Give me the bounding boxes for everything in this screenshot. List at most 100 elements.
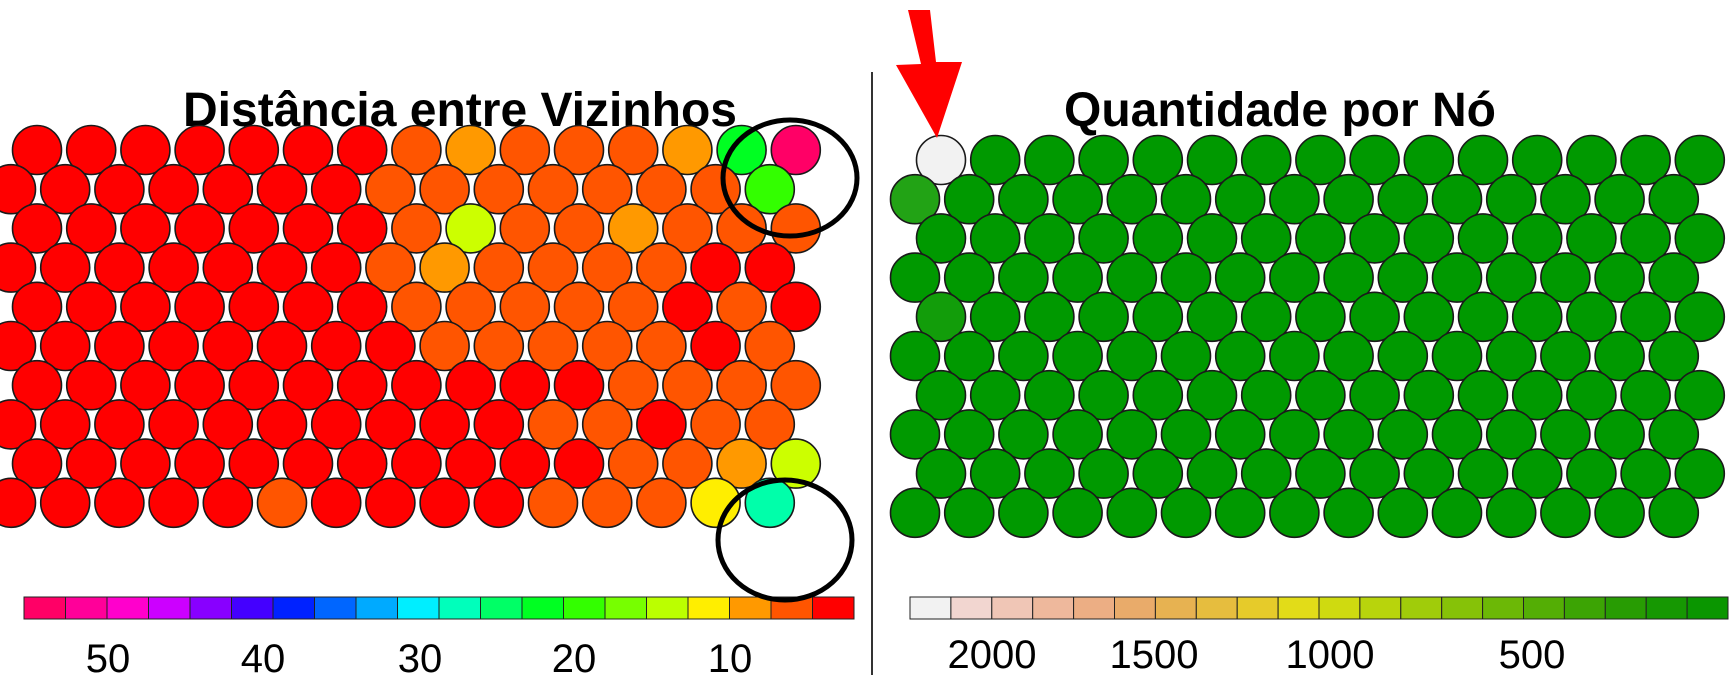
hex-node: [1186, 134, 1238, 186]
colorbar-swatch: [314, 596, 357, 620]
hex-node: [1403, 291, 1455, 343]
hex-node: [65, 124, 117, 176]
hex-node: [1566, 213, 1617, 264]
hex-node: [943, 330, 995, 382]
hex-node: [1160, 409, 1212, 460]
hex-node: [174, 438, 225, 489]
colorbar-tick-label: 40: [241, 637, 286, 675]
hex-node: [1431, 252, 1483, 303]
hex-node: [915, 448, 967, 499]
hex-node: [969, 213, 1021, 264]
hex-node: [120, 438, 171, 489]
hex-node: [770, 124, 822, 176]
colorbar-swatch: [1318, 596, 1361, 620]
colorbar-swatch: [438, 596, 481, 620]
colorbar-tick-label: 50: [86, 637, 131, 675]
hex-node: [445, 281, 496, 333]
hex-node: [11, 203, 63, 254]
hex-node: [1485, 330, 1537, 382]
hex-node: [889, 330, 941, 382]
colorbar-swatch: [1359, 596, 1402, 620]
hex-node: [1160, 173, 1212, 225]
hex-node: [148, 399, 199, 450]
hex-node: [11, 281, 63, 333]
hex-node: [202, 242, 254, 293]
hex-node: [1349, 213, 1400, 264]
colorbar-tick-label: 20: [552, 637, 597, 675]
hex-node: [1620, 134, 1671, 186]
hex-node: [1240, 448, 1292, 499]
colorbar-swatch: [1400, 596, 1443, 620]
hex-node: [473, 163, 525, 215]
hex-node: [1457, 369, 1509, 421]
hex-node: [1648, 173, 1700, 225]
hex-node: [202, 163, 254, 215]
hex-node: [969, 134, 1021, 186]
neighbor-distance-colorbar-ticks: 50 40 30 20 10: [86, 637, 753, 675]
hex-node: [1620, 369, 1671, 421]
hex-node: [1349, 134, 1400, 186]
hex-node: [1594, 173, 1645, 225]
hex-node: [1323, 487, 1374, 539]
hex-node: [228, 124, 280, 176]
hex-node: [1377, 487, 1429, 539]
hex-node: [636, 477, 687, 529]
hex-node: [0, 320, 37, 372]
hex-node: [310, 320, 362, 372]
hex-node: [1106, 409, 1158, 460]
hex-node: [1540, 487, 1591, 539]
hex-node: [419, 163, 470, 215]
hex-node: [998, 173, 1049, 225]
hex-node: [636, 399, 687, 450]
colorbar-tick-label: 1500: [1110, 633, 1199, 675]
hex-node: [1078, 369, 1129, 421]
hex-node: [391, 203, 442, 254]
hex-node: [716, 281, 767, 333]
colorbar-swatch: [1114, 596, 1156, 620]
colorbar-swatch: [1482, 596, 1524, 620]
hex-node: [391, 281, 442, 333]
hex-node: [1078, 213, 1129, 264]
hex-node: [1566, 448, 1617, 499]
hex-node: [662, 124, 713, 176]
hex-node: [419, 242, 470, 293]
hex-node: [1214, 409, 1266, 460]
hex-node: [473, 320, 525, 372]
hex-node: [148, 242, 199, 293]
hex-node: [1295, 134, 1346, 186]
colorbar-swatch: [397, 596, 440, 620]
hex-node: [998, 252, 1049, 303]
hex-node: [581, 320, 633, 372]
node-count-colorbar-ticks: 2000 1500 1000 500: [948, 633, 1566, 675]
hex-node: [1674, 448, 1726, 499]
hex-node: [1295, 213, 1346, 264]
hex-node: [1024, 448, 1075, 499]
highlight-circles: [715, 117, 860, 603]
hex-node: [744, 477, 796, 529]
hex-node: [1377, 409, 1429, 460]
hex-node: [1485, 173, 1537, 225]
hex-node: [94, 320, 145, 372]
hex-node: [770, 438, 822, 489]
hex-node: [11, 359, 63, 411]
hex-node: [94, 163, 145, 215]
hex-node: [336, 359, 388, 411]
highlight-circle: [720, 117, 860, 239]
hex-node: [0, 399, 37, 450]
colorbar-swatch: [812, 596, 855, 620]
hex-node: [310, 163, 362, 215]
hex-node: [473, 242, 525, 293]
hex-node: [39, 163, 91, 215]
hex-node: [636, 163, 687, 215]
colorbar-swatch: [480, 596, 523, 620]
hex-node: [39, 477, 91, 529]
hex-node: [690, 477, 741, 529]
colorbar-swatch: [355, 596, 398, 620]
hex-node: [581, 163, 633, 215]
hex-node: [1511, 213, 1563, 264]
hex-node: [39, 242, 91, 293]
hex-node: [1323, 173, 1374, 225]
hex-node: [65, 438, 117, 489]
hex-node: [336, 203, 388, 254]
